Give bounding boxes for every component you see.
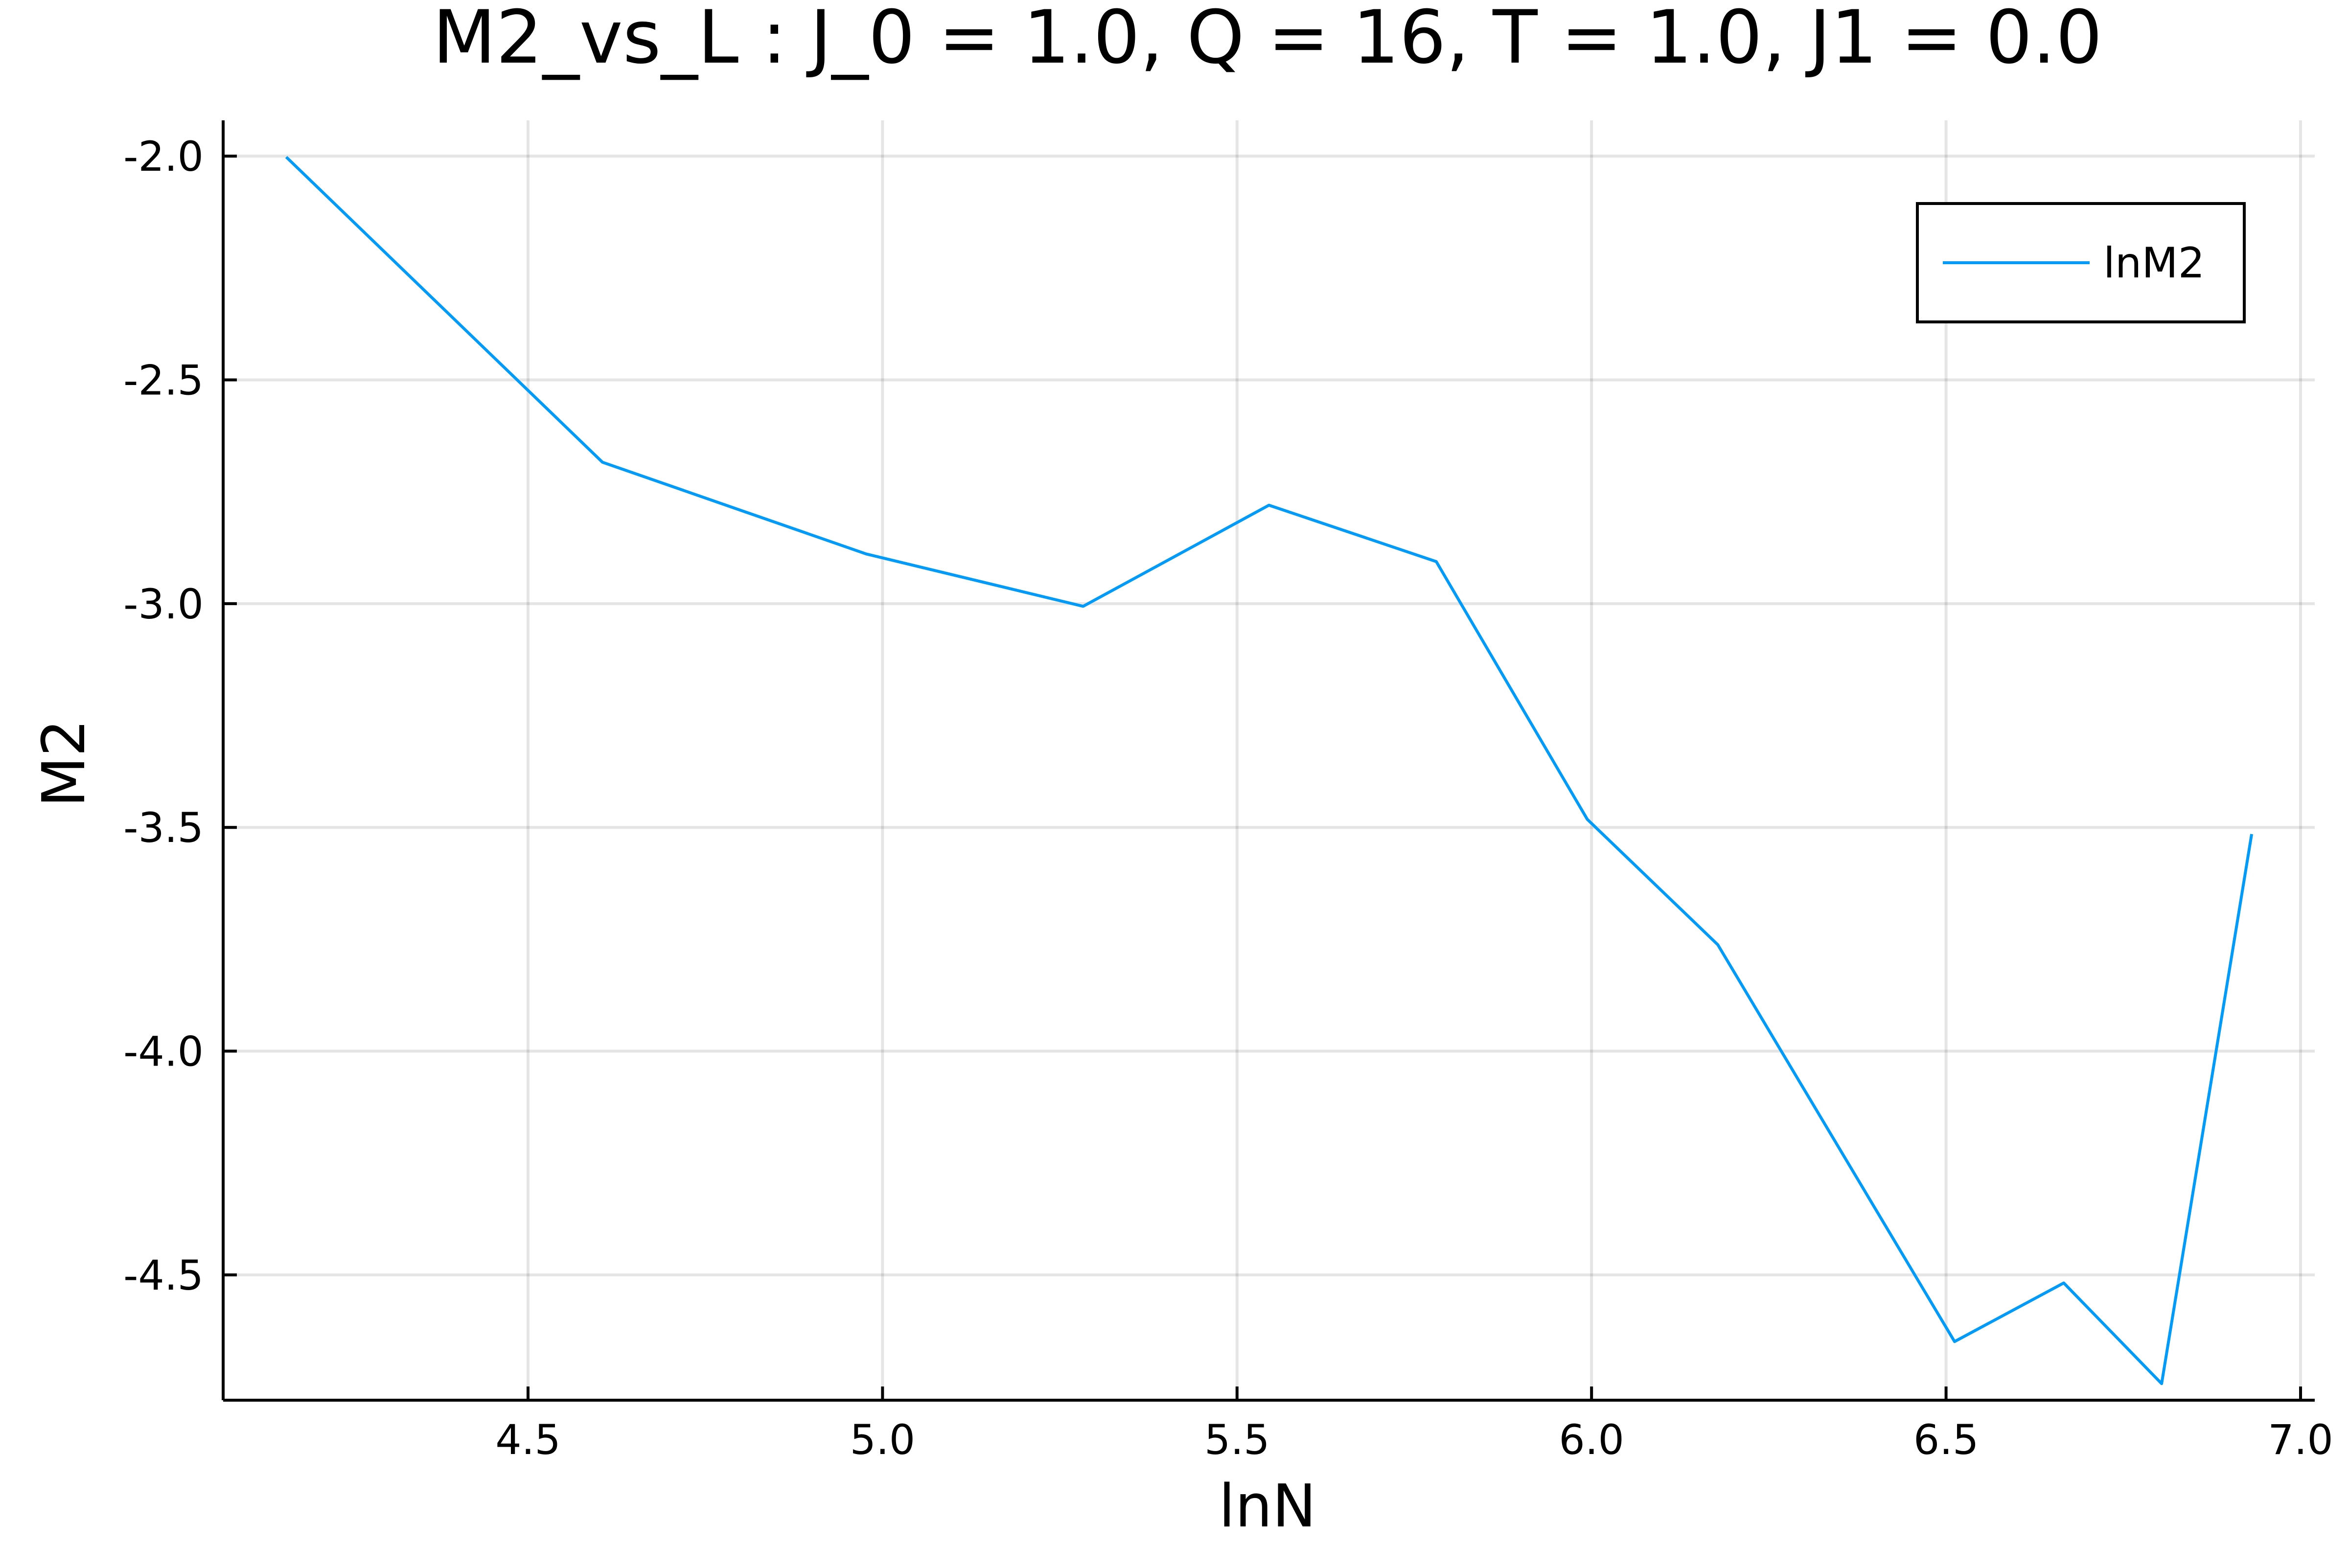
x-tick-label: 5.0 [850,1416,916,1464]
data-point [601,461,604,464]
data-point [2062,1281,2065,1284]
data-point [2250,833,2253,836]
y-tick-label: -4.0 [123,1028,204,1076]
y-tick-label: -3.5 [123,804,204,852]
x-axis-label: lnN [1219,1473,1316,1541]
y-tick-label: -2.0 [123,133,204,181]
data-point [1716,943,1719,946]
x-tick-label: 6.5 [1913,1416,1979,1464]
data-point [865,552,868,555]
legend-label: lnM2 [2103,239,2205,288]
data-point [2160,1382,2163,1385]
chart-title: M2_vs_L : J_0 = 1.0, Q = 16, T = 1.0, J1… [433,0,2102,80]
y-tick-label: -3.0 [123,580,204,628]
y-tick-label: -2.5 [123,357,204,405]
x-tick-label: 4.5 [495,1416,561,1464]
data-point [1586,818,1589,821]
data-point [1435,560,1438,563]
series-line-lnM2 [285,156,2254,1386]
x-tick-label: 7.0 [2268,1416,2333,1464]
legend: lnM2 [1916,202,2246,323]
data-point [1953,1340,1956,1343]
series-layer [285,156,2254,1386]
y-axis-label: M2 [30,719,98,807]
x-tick-label: 6.0 [1559,1416,1624,1464]
data-point [1082,605,1084,608]
data-point [1267,504,1270,507]
x-tick-label: 5.5 [1204,1416,1270,1464]
data-point [285,156,288,159]
axes-layer: 4.5 5.0 5.5 6.0 6.5 7.0 -2.0 -2.5 -3.0 -3.5 -4.0 -4… [123,120,2333,1464]
y-tick-label: -4.5 [123,1251,204,1299]
grid-layer [223,120,2315,1400]
